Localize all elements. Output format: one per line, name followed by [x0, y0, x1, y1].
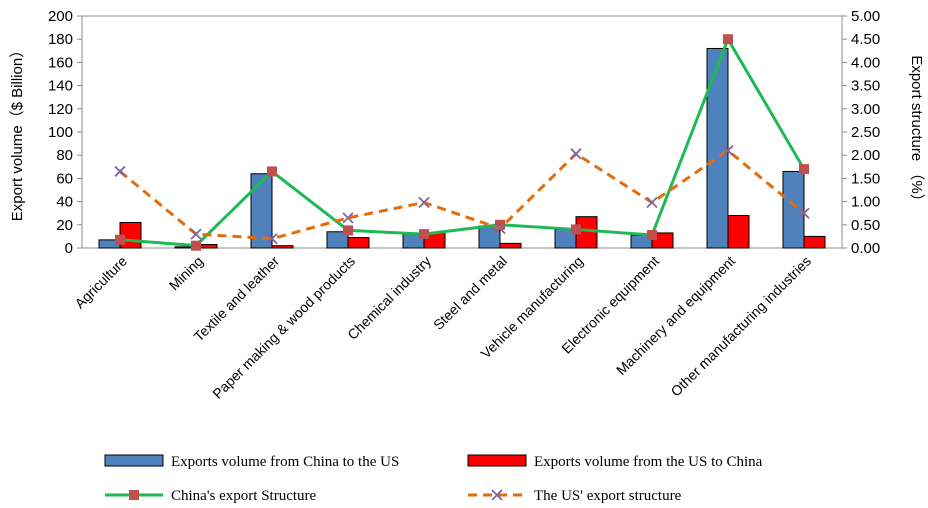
- right-tick-label: 4.00: [851, 54, 880, 71]
- square-marker: [115, 234, 125, 245]
- x-marker: [266, 233, 278, 245]
- x-marker: [798, 207, 810, 219]
- x-marker: [190, 228, 202, 240]
- series-line: [119, 149, 805, 241]
- legend-label: The US' export structure: [534, 488, 682, 504]
- legend-label: Exports volume from the US to China: [534, 454, 763, 470]
- square-marker: [419, 229, 429, 240]
- right-tick-label: 2.00: [851, 147, 880, 164]
- bar: [782, 170, 805, 249]
- legend-label: Exports volume from China to the US: [171, 454, 399, 470]
- left-tick-label: 200: [48, 8, 73, 25]
- legend-swatch: [467, 454, 527, 467]
- left-axis-title: Export volume（$ Billion）: [9, 43, 26, 221]
- left-tick-label: 160: [48, 54, 73, 71]
- x-marker: [342, 212, 354, 224]
- x-marker: [494, 222, 506, 235]
- bars: [98, 47, 826, 249]
- square-marker: [647, 230, 657, 241]
- bar: [803, 235, 826, 249]
- left-tick-label: 20: [56, 217, 73, 234]
- lines: [114, 34, 810, 251]
- legend-swatch: [104, 454, 164, 467]
- square-marker: [267, 166, 277, 177]
- left-tick-label: 100: [48, 124, 73, 141]
- bar: [651, 232, 674, 249]
- square-marker: [723, 34, 733, 45]
- left-axis: 0 20 40 60 80 100 120 140 160 180 200: [48, 8, 82, 257]
- bar: [250, 173, 273, 249]
- left-tick-label: 120: [48, 101, 73, 118]
- right-tick-label: 0.00: [851, 240, 880, 257]
- legend-square-marker: [129, 490, 139, 500]
- legend-label: China's export Structure: [171, 488, 317, 504]
- category-label: Paper making & wood products: [209, 253, 358, 402]
- category-label: Steel and metal: [430, 253, 510, 333]
- bar: [347, 237, 370, 249]
- left-tick-label: 0: [65, 240, 73, 257]
- category-label: Chemical industry: [344, 253, 434, 343]
- square-marker: [799, 164, 809, 175]
- left-tick-label: 80: [56, 147, 73, 164]
- right-axis-title: Export structure （%）: [908, 55, 925, 208]
- x-marker: [570, 148, 582, 160]
- square-marker: [191, 240, 201, 251]
- x-marker: [114, 165, 126, 178]
- bar: [271, 245, 294, 249]
- right-tick-label: 0.50: [851, 217, 880, 234]
- right-tick-label: 4.50: [851, 31, 880, 48]
- right-tick-label: 1.00: [851, 194, 880, 211]
- right-axis: 0.00 0.50 1.00 1.50 2.00 2.50 3.00 3.50 4.00 4.50…: [842, 8, 880, 257]
- x-marker: [418, 196, 430, 209]
- category-label: Mining: [166, 253, 206, 293]
- category-label: Agriculture: [71, 253, 130, 312]
- right-tick-label: 3.00: [851, 101, 880, 118]
- category-label: Other manufacturing industries: [667, 253, 814, 400]
- left-tick-label: 60: [56, 170, 73, 187]
- square-marker: [495, 219, 505, 230]
- right-tick-label: 3.50: [851, 78, 880, 95]
- legend: Exports volume from China to the US Expor…: [104, 454, 763, 504]
- bar: [706, 47, 729, 249]
- x-marker: [722, 144, 734, 157]
- left-tick-label: 40: [56, 194, 73, 211]
- right-tick-label: 1.50: [851, 170, 880, 187]
- right-tick-label: 2.50: [851, 124, 880, 141]
- square-marker: [571, 224, 581, 235]
- x-marker: [646, 196, 658, 209]
- legend-x-marker: [491, 489, 503, 501]
- square-marker: [343, 225, 353, 236]
- left-tick-label: 140: [48, 78, 73, 95]
- bar: [499, 242, 522, 249]
- right-tick-label: 5.00: [851, 8, 880, 25]
- series-line: [119, 37, 806, 248]
- bar: [727, 215, 750, 249]
- left-tick-label: 180: [48, 31, 73, 48]
